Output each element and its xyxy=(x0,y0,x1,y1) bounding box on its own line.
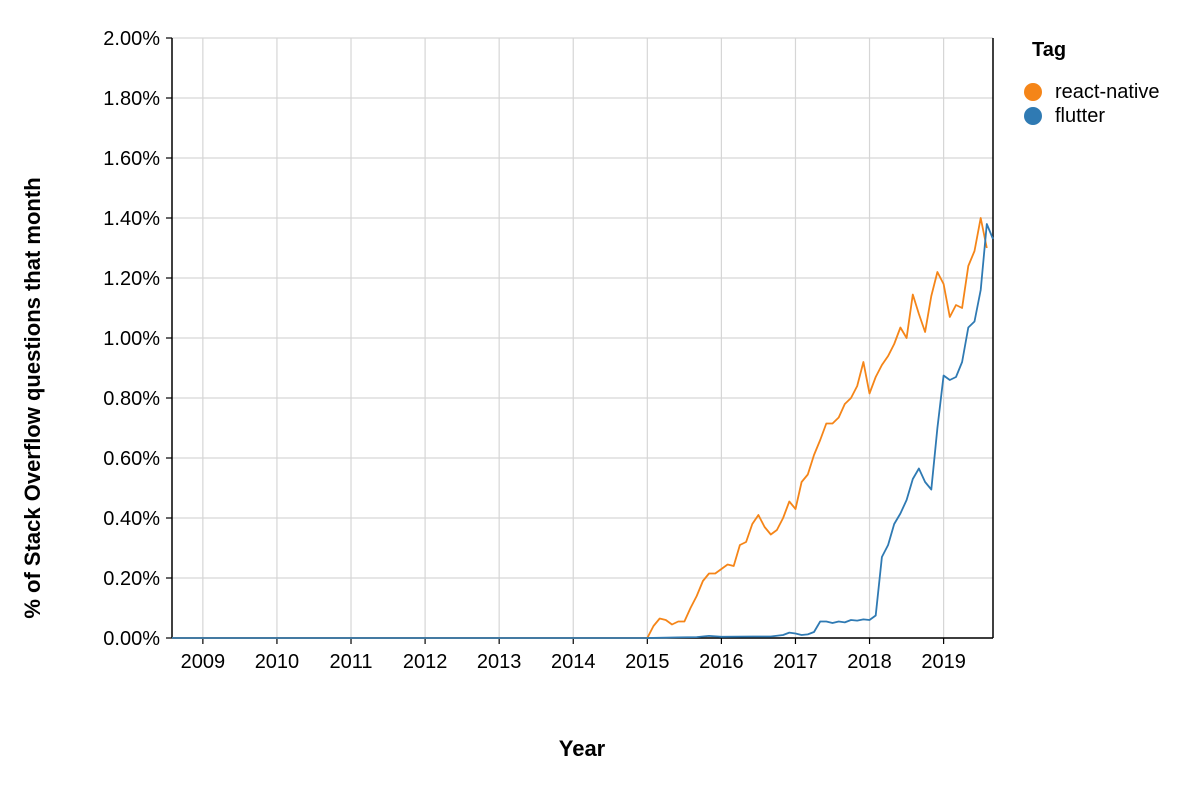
x-tick-label: 2019 xyxy=(921,651,966,673)
x-tick-label: 2012 xyxy=(403,651,448,673)
series-line-flutter xyxy=(172,223,994,639)
y-tick-label: 0.20% xyxy=(103,568,160,590)
y-tick-label: 2.00% xyxy=(103,28,160,50)
legend-swatch-flutter xyxy=(1024,107,1042,125)
x-tick-label: 2015 xyxy=(625,651,670,673)
y-tick-label: 1.20% xyxy=(103,268,160,290)
y-axis-title: % of Stack Overflow questions that month xyxy=(20,177,45,618)
x-tick-label: 2009 xyxy=(181,651,226,673)
x-axis-ticks: 2009 2010 2011 2012 2013 2014 2015 2016 2017 2018… xyxy=(181,638,966,673)
x-axis-title: Year xyxy=(559,736,606,761)
y-tick-label: 0.40% xyxy=(103,508,160,530)
y-tick-label: 1.00% xyxy=(103,328,160,350)
x-tick-label: 2013 xyxy=(477,651,522,673)
y-tick-label: 0.60% xyxy=(103,448,160,470)
y-tick-label: 1.60% xyxy=(103,148,160,170)
legend-item-react-native: react-native xyxy=(1024,81,1160,103)
legend: Tag react-native flutter xyxy=(1024,39,1160,127)
y-tick-label: 1.40% xyxy=(103,208,160,230)
x-tick-label: 2011 xyxy=(330,651,373,673)
y-axis-ticks: 0.00% 0.20% 0.40% 0.60% 0.80% 1.00% 1.20% 1.40%… xyxy=(103,28,172,650)
series-line-react-native xyxy=(172,217,988,639)
x-tick-label: 2014 xyxy=(551,651,596,673)
y-tick-label: 0.00% xyxy=(103,628,160,650)
legend-label-react-native: react-native xyxy=(1055,81,1160,103)
y-tick-label: 1.80% xyxy=(103,88,160,110)
legend-item-flutter: flutter xyxy=(1024,105,1105,127)
x-tick-label: 2016 xyxy=(699,651,744,673)
legend-label-flutter: flutter xyxy=(1055,105,1105,127)
y-tick-label: 0.80% xyxy=(103,388,160,410)
x-tick-label: 2017 xyxy=(773,651,818,673)
legend-title: Tag xyxy=(1032,39,1066,61)
grid xyxy=(172,37,993,639)
x-tick-label: 2010 xyxy=(255,651,300,673)
x-tick-label: 2018 xyxy=(847,651,892,673)
legend-swatch-react-native xyxy=(1024,83,1042,101)
series-lines xyxy=(172,217,994,639)
